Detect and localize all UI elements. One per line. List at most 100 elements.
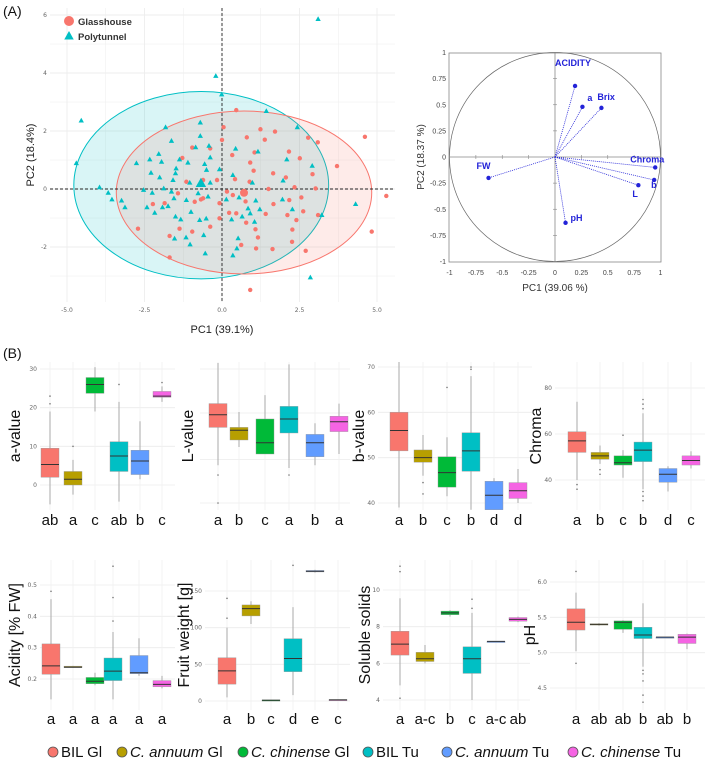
outlier-point <box>118 383 120 386</box>
point-glasshouse <box>192 199 197 204</box>
plot-background <box>205 560 350 710</box>
significance-letter: b <box>683 711 691 728</box>
pca-scores-plot: -5.0 -2.5 0.0 2.5 5.0 -2 0 2 4 6 PC1 (39.1%) PC2 (1… <box>25 8 395 336</box>
outlier-point <box>642 673 644 675</box>
x-tick-label: 0 <box>553 270 557 277</box>
point-polytunnel <box>171 235 178 241</box>
outlier-point <box>422 481 424 484</box>
significance-letter: b <box>247 711 255 728</box>
point-polytunnel <box>183 234 189 240</box>
x-tick-label: 5.0 <box>372 307 382 314</box>
significance-letter: c <box>468 711 476 728</box>
significance-letter: c <box>334 711 342 728</box>
outlier-point <box>470 368 472 371</box>
point-polytunnel <box>161 185 167 191</box>
point-glasshouse <box>239 242 244 248</box>
point-glasshouse <box>243 220 249 225</box>
outlier-point <box>642 398 644 401</box>
outlier-point <box>470 366 472 368</box>
outlier-point <box>292 564 294 567</box>
significance-letter: a <box>47 711 56 728</box>
point-polytunnel <box>159 204 166 210</box>
y-tick-label: 100 <box>191 625 203 632</box>
point-polytunnel <box>247 210 253 216</box>
point-glasshouse <box>369 229 374 234</box>
x-tick-label: 0.25 <box>575 270 589 277</box>
y-tick-label: 20 <box>29 405 37 412</box>
y-tick-label: 0 <box>33 482 37 489</box>
point-polytunnel <box>236 194 242 200</box>
point-glasshouse <box>221 125 226 130</box>
y-tick-label: 6 <box>376 660 380 667</box>
point-glasshouse <box>362 134 368 139</box>
outlier-point <box>399 565 401 567</box>
outlier-point <box>217 502 219 504</box>
loading-point-fw <box>486 175 491 181</box>
point-polytunnel <box>144 204 150 210</box>
loading-point-b <box>651 177 657 183</box>
significance-letter: b <box>639 711 647 728</box>
point-polytunnel <box>309 163 315 168</box>
significance-letter: a-c <box>415 711 436 728</box>
outlier-point <box>575 662 577 665</box>
x-tick-label: -1 <box>446 270 452 277</box>
box <box>415 652 435 662</box>
outlier-point <box>399 570 401 573</box>
point-glasshouse <box>208 224 213 229</box>
significance-letter: c <box>267 711 275 728</box>
point-polytunnel <box>168 138 175 143</box>
point-glasshouse <box>226 210 232 215</box>
point-glasshouse <box>167 255 172 260</box>
y-tick-label: 0.75 <box>432 76 446 83</box>
point-glasshouse <box>253 246 259 251</box>
significance-letter: b <box>235 512 243 529</box>
x-axis-label: PC1 (39.1%) <box>191 324 254 336</box>
y-tick-label: 50 <box>367 455 375 462</box>
legend-swatch <box>237 746 249 758</box>
point-polytunnel <box>245 205 251 211</box>
y-tick-label: 8 <box>376 624 380 631</box>
y-tick-label: 10 <box>29 443 37 450</box>
outlier-point <box>471 607 473 610</box>
outlier-point <box>226 617 228 619</box>
point-polytunnel <box>205 193 211 199</box>
point-polytunnel <box>197 217 203 222</box>
legend-label-site: Tu <box>528 744 549 761</box>
point-polytunnel <box>105 189 111 195</box>
point-glasshouse <box>234 211 239 216</box>
outlier-point <box>576 488 578 491</box>
y-tick-label: 80 <box>544 385 552 392</box>
point-polytunnel <box>207 179 213 185</box>
loading-point-l <box>636 183 641 188</box>
outlier-point <box>642 701 644 703</box>
y-tick-label: 0 <box>43 186 47 193</box>
legend-label-species: C. annuum <box>130 744 203 761</box>
y-axis-label: PC2 (18.37 %) <box>416 124 427 190</box>
point-glasshouse <box>217 216 222 221</box>
significance-letter: d <box>664 512 672 529</box>
point-polytunnel <box>78 117 84 123</box>
point-glasshouse <box>299 195 304 200</box>
y-tick-label: -0.25 <box>430 181 446 188</box>
significance-letter: a <box>223 711 232 728</box>
point-glasshouse <box>315 140 320 145</box>
box <box>567 431 587 453</box>
point-polytunnel <box>162 124 169 130</box>
variable-label-a: a <box>587 93 593 103</box>
significance-letter: b <box>419 512 427 529</box>
point-glasshouse <box>167 233 172 239</box>
y-tick-label: 0.4 <box>27 613 37 620</box>
point-polytunnel <box>307 274 314 280</box>
loading-point-brix <box>599 105 604 111</box>
point-polytunnel <box>197 133 203 138</box>
box <box>85 377 105 394</box>
point-polytunnel <box>289 206 296 212</box>
point-glasshouse <box>184 179 189 184</box>
point-glasshouse <box>217 201 222 206</box>
point-polytunnel <box>172 213 179 219</box>
box <box>63 471 83 486</box>
point-polytunnel <box>133 160 140 166</box>
outlier-point <box>642 680 644 682</box>
legend-label-species: C. chinense <box>251 744 330 761</box>
